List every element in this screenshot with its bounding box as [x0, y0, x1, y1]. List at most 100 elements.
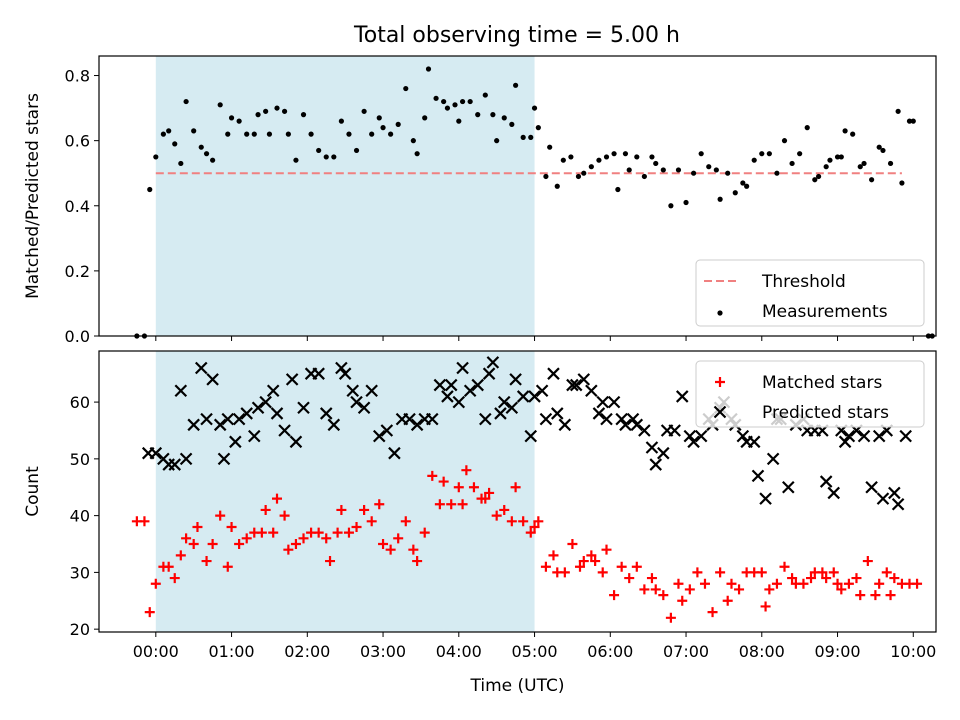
y-tick-label: 40: [70, 507, 90, 526]
measurement-point: [528, 134, 534, 140]
measurement-point: [869, 177, 875, 183]
predicted-star-marker: [539, 412, 553, 426]
matched-star-marker: [821, 573, 832, 584]
predicted-star-marker: [516, 390, 530, 403]
matched-star-marker: [639, 584, 650, 595]
predicted-star-marker: [535, 384, 549, 398]
matched-star-marker: [325, 556, 336, 567]
matched-star-marker: [222, 561, 233, 572]
measurement-point: [850, 131, 856, 137]
predicted-star-marker: [626, 412, 640, 426]
measurement-point: [797, 151, 803, 157]
predicted-star-marker: [426, 412, 439, 426]
measurement-point: [543, 173, 549, 180]
measurement-point: [899, 180, 905, 186]
predicted-star-marker: [232, 412, 246, 426]
measurement-point: [691, 170, 697, 176]
matched-star-marker: [518, 516, 529, 527]
top-legend: Threshold Measurements: [695, 259, 925, 327]
matched-star-marker: [771, 578, 782, 589]
x-tick-label: 06:00: [587, 642, 633, 661]
measurement-point: [153, 154, 159, 160]
predicted-star-marker: [335, 361, 348, 375]
legend-label: Matched stars: [762, 373, 882, 393]
measurement-point: [183, 98, 189, 105]
measurement-point: [611, 151, 617, 157]
matched-star-marker: [461, 465, 472, 476]
matched-star-marker: [722, 595, 733, 606]
matched-star-marker: [226, 521, 237, 532]
measurement-point: [781, 138, 788, 144]
measurement-point: [634, 154, 640, 160]
matched-star-marker: [601, 544, 612, 555]
measurement-point: [560, 157, 566, 163]
top-y-axis-label: Matched/Predicted stars: [23, 93, 43, 299]
measurement-point: [547, 144, 553, 150]
matched-star-marker: [597, 567, 608, 578]
matched-star-marker: [491, 510, 502, 521]
matched-star-marker: [484, 487, 495, 498]
matched-star-marker: [578, 556, 589, 567]
predicted-star-marker: [505, 401, 519, 415]
matched-star-marker: [385, 544, 396, 555]
predicted-star-marker: [638, 424, 651, 437]
predicted-star-marker: [221, 412, 235, 426]
measurement-point: [713, 167, 719, 173]
matched-star-marker: [175, 550, 186, 561]
predicted-star-marker: [494, 407, 507, 420]
matched-star-marker: [192, 521, 203, 532]
predicted-star-marker: [524, 429, 538, 443]
matched-star-marker: [548, 550, 559, 561]
matched-star-marker: [510, 482, 521, 493]
measurement-point: [725, 170, 731, 176]
matched-star-marker: [336, 504, 347, 515]
matched-star-marker: [446, 499, 457, 510]
predicted-star-marker: [645, 441, 659, 454]
predicted-star-marker: [149, 446, 163, 460]
matched-star-marker: [207, 539, 218, 550]
measurement-point: [494, 138, 500, 144]
predicted-star-marker: [888, 486, 901, 500]
measurement-point: [147, 186, 153, 193]
predicted-star-marker: [615, 412, 628, 426]
predicted-star-marker: [872, 429, 886, 443]
measurement-point: [380, 125, 386, 131]
observing-window-shade: [155, 351, 535, 632]
measurement-point: [369, 131, 375, 137]
measurement-point: [210, 157, 216, 163]
x-axis-label: Time (UTC): [470, 676, 565, 696]
measurement-point: [414, 151, 420, 157]
matched-star-marker: [378, 539, 389, 550]
measurement-point: [361, 108, 367, 114]
measurement-point: [675, 167, 682, 173]
chart-title: Total observing time = 5.00 h: [353, 23, 680, 48]
matched-star-marker: [817, 567, 828, 578]
measurement-point: [827, 157, 833, 163]
predicted-star-marker: [285, 373, 299, 386]
matched-star-marker: [609, 590, 620, 601]
measurement-point: [861, 160, 867, 167]
matched-star-marker: [540, 561, 551, 572]
bottom-panel-marks: [131, 356, 923, 623]
matched-star-marker: [646, 573, 657, 584]
matched-star-marker: [843, 578, 854, 589]
measurement-point: [422, 115, 428, 121]
y-tick-label: 0.0: [65, 327, 90, 346]
measurement-point: [285, 131, 291, 137]
predicted-star-marker: [444, 378, 458, 392]
predicted-star-marker: [168, 458, 182, 471]
predicted-star-marker: [206, 373, 219, 386]
measurement-point: [751, 157, 757, 163]
measurement-point: [910, 118, 916, 124]
predicted-star-marker: [365, 384, 378, 398]
matched-star-marker: [699, 578, 710, 589]
measurement-point: [236, 118, 242, 124]
measurement-point: [575, 173, 582, 180]
predicted-star-marker: [509, 373, 522, 386]
predicted-star-marker: [759, 492, 772, 505]
measurement-point: [191, 128, 197, 134]
measurement-point: [622, 151, 629, 157]
legend-label: Threshold: [761, 272, 846, 292]
matched-star-marker: [533, 516, 544, 527]
matched-star-marker: [529, 521, 540, 532]
